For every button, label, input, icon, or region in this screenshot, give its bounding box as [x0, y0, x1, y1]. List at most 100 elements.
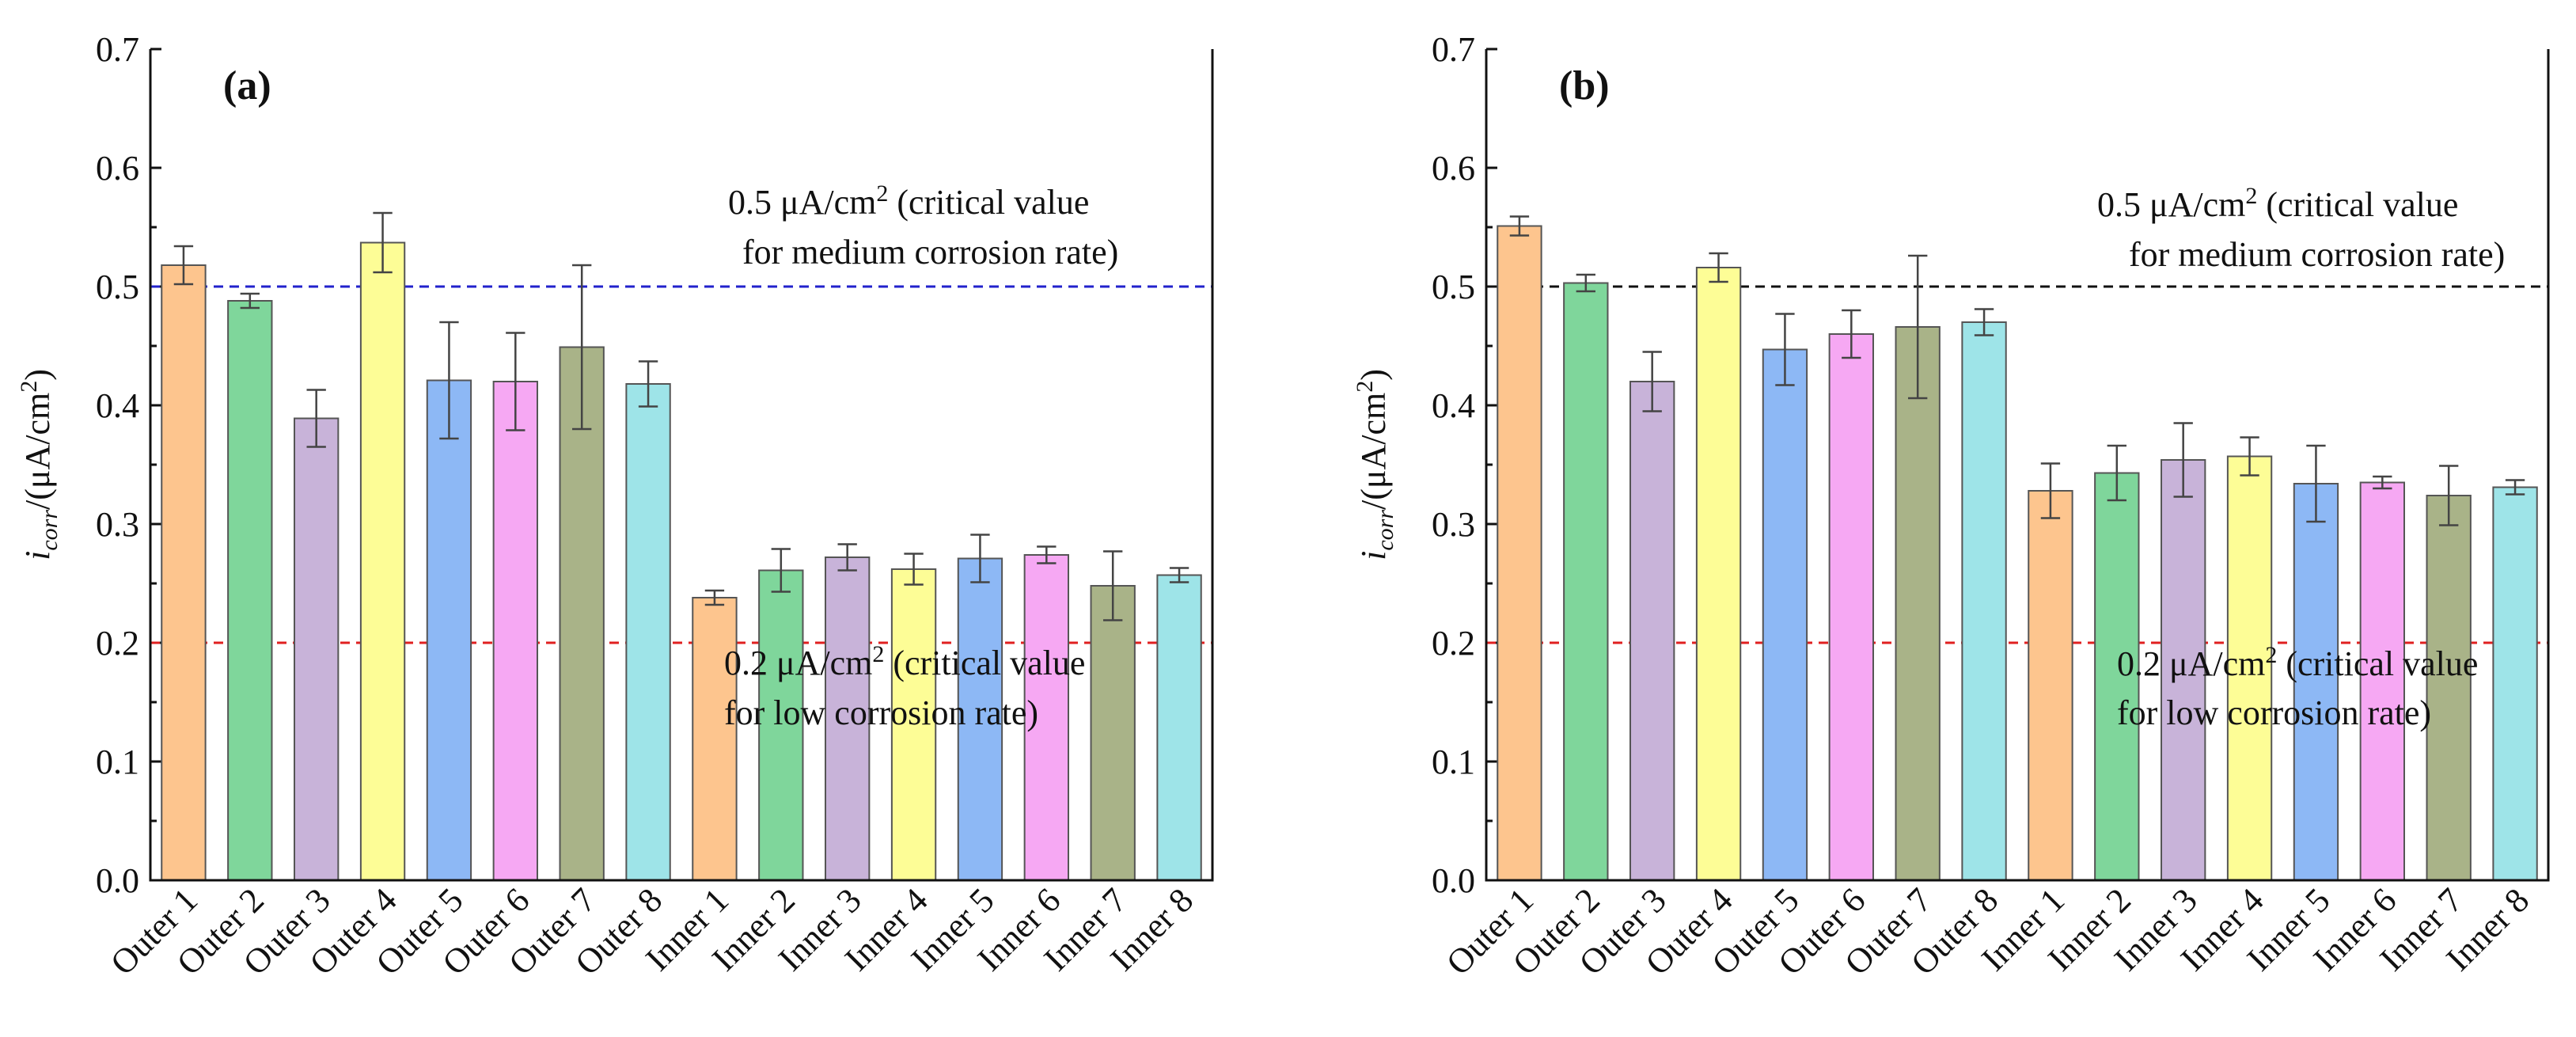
- bar-outer-5: [1762, 348, 1808, 881]
- error-bar: [1169, 567, 1189, 583]
- annotation-sup: 2: [876, 180, 888, 207]
- error-bar: [1576, 273, 1595, 293]
- y-label-unit: /(μA/cm: [18, 393, 57, 510]
- bar-inner-1: [2028, 490, 2073, 881]
- bar-outer-3: [1629, 381, 1675, 881]
- y-label-close: ): [18, 369, 57, 381]
- y-tick-label: 0.4: [1432, 386, 1475, 425]
- bar-inner-2: [2094, 472, 2140, 881]
- axes-frame: [149, 49, 1214, 882]
- error-bar: [2040, 462, 2061, 519]
- bar-inner-3: [2161, 459, 2206, 881]
- bar-outer-8: [1961, 321, 2007, 881]
- bar-outer-1: [161, 264, 207, 881]
- y-tick-label: 0.6: [96, 149, 139, 188]
- y-label-main: i: [18, 551, 57, 560]
- error-bar: [1509, 215, 1530, 237]
- bar-outer-8: [625, 383, 671, 881]
- error-bar: [173, 245, 194, 286]
- y-label-sup: 2: [1352, 381, 1378, 393]
- error-bar: [2107, 444, 2126, 502]
- error-bar: [704, 589, 725, 606]
- bar-outer-7: [559, 346, 605, 881]
- error-bar: [1103, 550, 1123, 621]
- error-bar: [1037, 545, 1057, 564]
- bar-inner-8: [1156, 574, 1202, 881]
- error-bar: [1775, 313, 1795, 386]
- annotation-pre: 0.5 μA/cm: [728, 183, 876, 222]
- y-tick-label: 0.1: [1432, 743, 1475, 781]
- annotation-pre: 0.5 μA/cm: [2097, 185, 2245, 224]
- bar-outer-5: [426, 379, 472, 881]
- error-bar: [439, 321, 459, 440]
- bar-outer-4: [1695, 267, 1742, 881]
- error-bar: [1842, 309, 1861, 359]
- panel-label: (a): [223, 63, 271, 108]
- annotation-post: (critical value: [884, 644, 1085, 682]
- error-bar: [837, 543, 857, 572]
- reference-annotation-line2: for medium corrosion rate): [2129, 235, 2505, 274]
- reference-annotation-line2: for medium corrosion rate): [742, 233, 1118, 272]
- annotation-post: (critical value: [888, 183, 1089, 222]
- bar-inner-7: [1090, 585, 1136, 881]
- y-label-sub: corr: [1372, 510, 1398, 551]
- y-tick-label: 0.3: [1432, 505, 1475, 544]
- y-tick-label: 0.7: [96, 30, 139, 69]
- bar-inner-5: [2293, 483, 2339, 881]
- error-bar: [1974, 308, 1994, 336]
- y-label-unit: /(μA/cm: [1354, 393, 1393, 510]
- bar-inner-1: [692, 597, 738, 881]
- y-tick-label: 0.3: [96, 505, 139, 544]
- error-bar: [2373, 475, 2392, 490]
- bar-outer-2: [227, 300, 273, 881]
- error-bar: [904, 553, 924, 586]
- y-tick-label: 0.7: [1432, 30, 1475, 69]
- reference-annotation-line2: for low corrosion rate): [724, 693, 1038, 732]
- y-axis-label: icorr/(μA/cm2): [16, 369, 63, 560]
- y-label-close: ): [1354, 369, 1393, 381]
- bar-inner-7: [2426, 495, 2472, 881]
- bar-outer-6: [1828, 333, 1874, 881]
- error-bar: [506, 332, 525, 431]
- error-bar: [306, 389, 326, 448]
- error-bar: [970, 534, 990, 583]
- error-bar: [2505, 479, 2525, 496]
- annotation-sup: 2: [872, 641, 884, 667]
- error-bar: [1709, 252, 1728, 283]
- y-label-sup: 2: [16, 381, 42, 393]
- y-label-main: i: [1354, 551, 1393, 560]
- bar-inner-2: [758, 569, 804, 881]
- annotation-pre: 0.2 μA/cm: [724, 644, 872, 682]
- bar-outer-7: [1895, 326, 1941, 881]
- y-tick-label: 0.5: [1432, 268, 1475, 306]
- reference-annotation-line1: 0.2 μA/cm2 (critical value: [724, 641, 1085, 682]
- panel-label: (b): [1559, 63, 1610, 108]
- error-bar: [771, 548, 791, 593]
- annotation-pre: 0.2 μA/cm: [2117, 644, 2265, 683]
- annotation-post: (critical value: [2257, 185, 2458, 224]
- y-tick-label: 0.2: [96, 624, 139, 663]
- annotation-sup: 2: [2265, 642, 2277, 668]
- error-bar: [1908, 254, 1928, 400]
- error-bar: [2439, 465, 2459, 526]
- error-bar: [638, 360, 658, 408]
- axes-frame: [1485, 49, 2550, 882]
- bar-inner-8: [2492, 486, 2538, 881]
- annotation-post: (critical value: [2277, 644, 2478, 683]
- annotation-sup: 2: [2245, 183, 2257, 209]
- y-tick-label: 0.0: [96, 861, 139, 900]
- error-bar: [373, 211, 393, 274]
- bar-outer-1: [1497, 225, 1542, 881]
- error-bar: [1642, 351, 1662, 412]
- y-tick-label: 0.5: [96, 268, 139, 306]
- y-tick-label: 0.0: [1432, 861, 1475, 900]
- error-bar: [572, 264, 592, 431]
- bar-outer-4: [359, 241, 406, 881]
- bar-inner-3: [825, 556, 871, 881]
- reference-annotation-line1: 0.5 μA/cm2 (critical value: [728, 180, 1089, 222]
- y-tick-label: 0.4: [96, 386, 139, 425]
- y-tick-label: 0.6: [1432, 149, 1475, 188]
- error-bar: [2306, 444, 2326, 523]
